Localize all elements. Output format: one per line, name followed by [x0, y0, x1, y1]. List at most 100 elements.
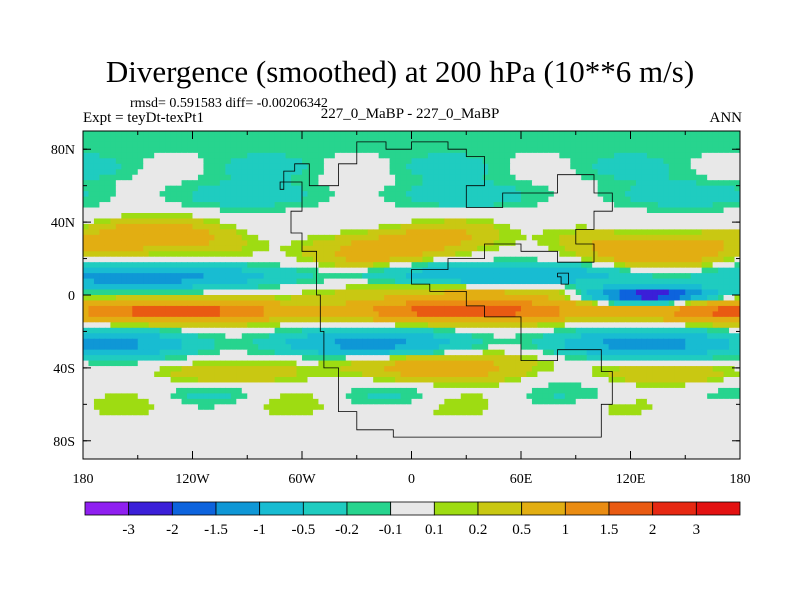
field-cell	[230, 223, 237, 230]
field-cell	[510, 295, 517, 302]
field-cell	[296, 240, 303, 247]
field-cell	[378, 163, 385, 170]
field-cell	[236, 196, 243, 203]
field-cell	[83, 234, 90, 241]
field-cell	[482, 349, 489, 356]
field-cell	[553, 136, 560, 143]
field-cell	[274, 131, 281, 138]
field-cell	[373, 300, 380, 307]
field-cell	[510, 191, 517, 198]
field-cell	[329, 174, 336, 181]
field-cell	[521, 191, 528, 198]
field-cell	[285, 202, 292, 209]
field-cell	[104, 256, 111, 263]
field-cell	[258, 196, 265, 203]
field-cell	[734, 316, 740, 323]
field-cell	[197, 295, 205, 302]
field-cell	[121, 273, 128, 280]
field-cell	[181, 327, 188, 334]
field-cell	[323, 141, 330, 148]
field-cell	[126, 136, 133, 143]
field-cell	[296, 305, 303, 312]
field-cell	[411, 267, 418, 274]
field-cell	[345, 141, 352, 148]
field-cell	[608, 223, 615, 230]
field-cell	[252, 284, 259, 291]
field-cell	[302, 251, 309, 258]
field-cell	[367, 295, 374, 302]
field-cell	[696, 158, 703, 165]
field-cell	[466, 180, 473, 187]
field-cell	[99, 349, 106, 356]
field-cell	[389, 163, 396, 170]
field-cell	[411, 223, 418, 230]
field-cell	[241, 338, 248, 345]
field-cell	[203, 223, 210, 230]
field-cell	[635, 327, 643, 334]
field-cell	[542, 202, 549, 209]
field-cell	[482, 316, 489, 323]
field-cell	[723, 278, 730, 285]
field-cell	[263, 163, 270, 170]
field-cell	[225, 251, 232, 258]
field-cell	[197, 338, 205, 345]
field-cell	[712, 316, 719, 323]
field-cell	[526, 251, 533, 258]
field-cell	[208, 322, 215, 329]
field-cell	[482, 163, 489, 170]
field-cell	[515, 338, 522, 345]
field-cell	[723, 131, 730, 138]
field-cell	[548, 180, 555, 187]
field-cell	[586, 152, 593, 159]
field-cell	[630, 136, 637, 143]
field-cell	[723, 202, 730, 209]
field-cell	[652, 322, 659, 329]
field-cell	[236, 267, 243, 274]
field-cell	[406, 174, 413, 181]
field-cell	[504, 289, 511, 296]
field-cell	[197, 191, 205, 198]
field-cell	[723, 229, 730, 236]
field-cell	[241, 333, 248, 340]
field-cell	[400, 344, 407, 351]
field-cell	[126, 311, 133, 318]
field-cell	[460, 289, 467, 296]
field-cell	[88, 223, 95, 230]
field-cell	[422, 338, 429, 345]
field-cell	[422, 180, 429, 187]
field-cell	[395, 355, 402, 362]
field-cell	[121, 131, 128, 138]
field-cell	[93, 147, 101, 154]
field-cell	[373, 273, 380, 280]
field-cell	[208, 311, 215, 318]
field-cell	[165, 229, 172, 236]
field-cell	[449, 295, 456, 302]
field-cell	[137, 213, 144, 220]
field-cell	[312, 131, 320, 138]
field-cell	[88, 196, 95, 203]
field-cell	[389, 202, 396, 209]
field-cell	[597, 273, 604, 280]
field-cell	[192, 141, 199, 148]
field-cell	[614, 245, 621, 252]
field-cell	[121, 338, 128, 345]
field-cell	[581, 262, 588, 269]
field-cell	[466, 344, 473, 351]
field-cell	[378, 152, 385, 159]
field-cell	[400, 349, 407, 356]
field-cell	[427, 234, 434, 241]
field-cell	[312, 251, 320, 258]
field-cell	[208, 141, 215, 148]
field-cell	[575, 267, 582, 274]
field-cell	[460, 316, 467, 323]
field-cell	[373, 284, 380, 291]
field-cell	[608, 141, 615, 148]
field-cell	[208, 207, 215, 214]
field-cell	[477, 300, 484, 307]
field-cell	[471, 284, 478, 291]
field-cell	[433, 267, 440, 274]
field-cell	[537, 131, 544, 138]
field-cell	[367, 191, 374, 198]
field-cell	[263, 262, 270, 269]
field-cell	[296, 251, 303, 258]
